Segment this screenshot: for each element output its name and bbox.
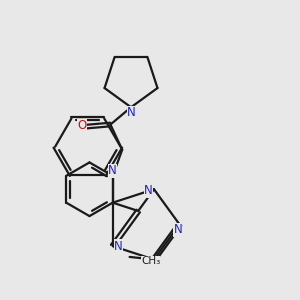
- Text: CH₃: CH₃: [141, 256, 160, 266]
- Text: N: N: [108, 164, 117, 177]
- Text: N: N: [144, 184, 152, 197]
- Text: O: O: [77, 119, 87, 132]
- Text: N: N: [114, 240, 123, 253]
- Text: N: N: [173, 224, 182, 236]
- Text: N: N: [127, 106, 135, 119]
